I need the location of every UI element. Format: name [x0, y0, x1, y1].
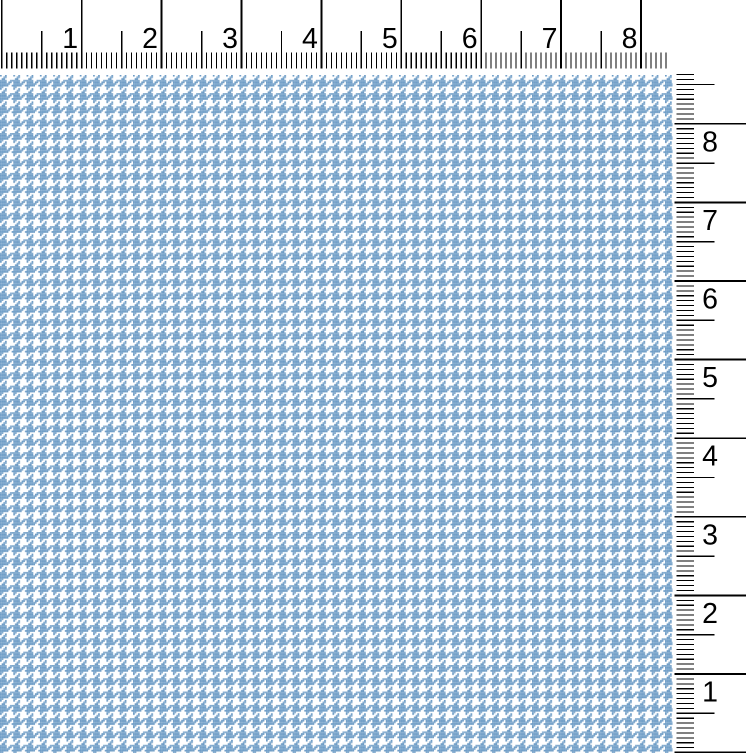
- right-ruler-label-6: 6: [702, 284, 718, 316]
- top-ruler: [0, 0, 667, 69]
- right-ruler-label-8: 8: [702, 126, 718, 158]
- top-ruler-label-7: 7: [542, 23, 558, 55]
- right-ruler-label-5: 5: [702, 362, 718, 394]
- right-ruler-label-1: 1: [702, 677, 718, 709]
- top-ruler-labels: 1 2 3 4 5 6 7 8: [62, 23, 637, 55]
- top-ruler-label-4: 4: [302, 23, 318, 55]
- top-ruler-label-8: 8: [622, 23, 638, 55]
- right-ruler-labels: 8 7 6 5 4 3 2 1: [702, 126, 718, 708]
- top-ruler-label-6: 6: [462, 23, 478, 55]
- fabric-weave-texture: [0, 75, 673, 753]
- right-ruler-label-2: 2: [702, 598, 718, 630]
- right-ruler-label-4: 4: [702, 441, 718, 473]
- right-ruler: [674, 74, 746, 753]
- right-ruler-label-7: 7: [702, 205, 718, 237]
- top-ruler-label-5: 5: [382, 23, 398, 55]
- top-ruler-label-3: 3: [222, 23, 238, 55]
- right-ruler-label-3: 3: [702, 519, 718, 551]
- top-ruler-label-1: 1: [62, 23, 78, 55]
- fabric-swatch: [0, 75, 673, 753]
- top-ruler-label-2: 2: [142, 23, 158, 55]
